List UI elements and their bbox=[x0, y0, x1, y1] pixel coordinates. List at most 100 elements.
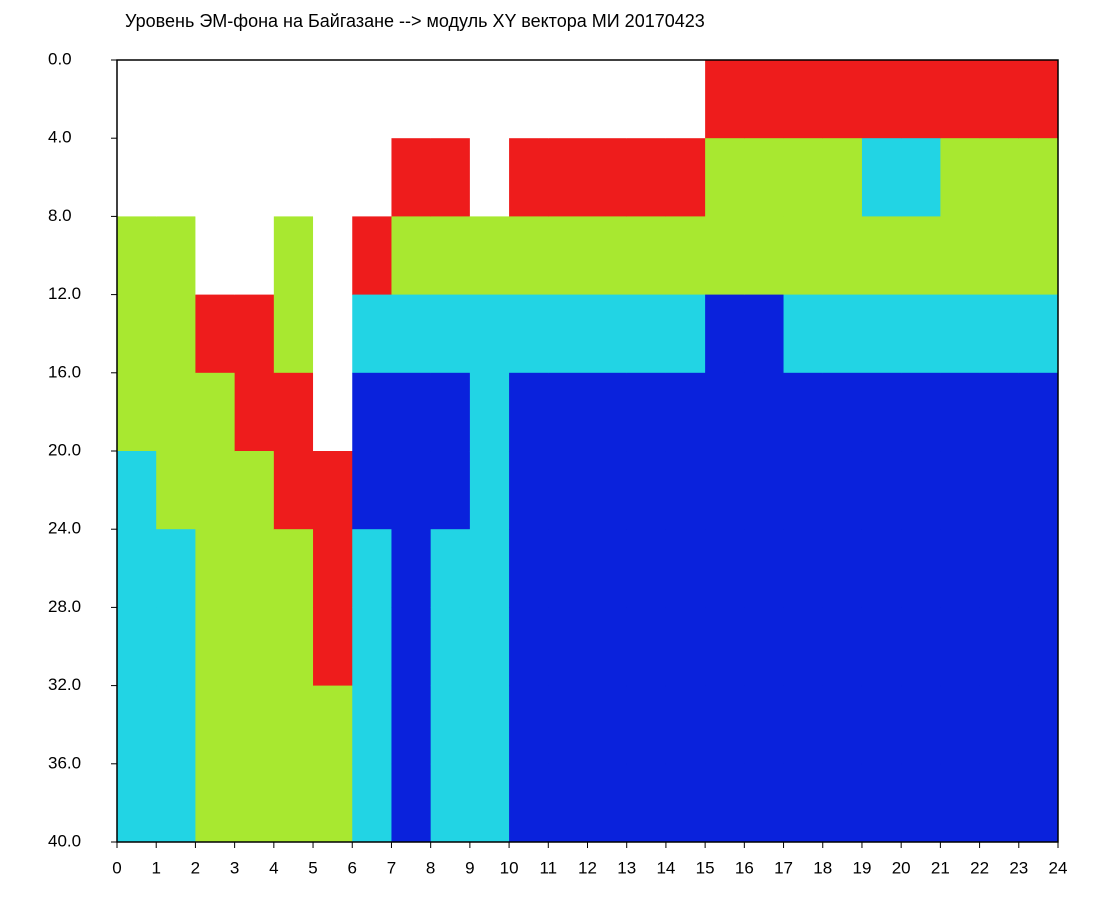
heat-cell bbox=[861, 763, 902, 843]
heat-cell bbox=[313, 685, 353, 765]
heat-cell bbox=[783, 763, 824, 843]
heat-cell bbox=[587, 451, 628, 530]
heat-cell bbox=[391, 607, 432, 687]
heat-cell bbox=[665, 138, 706, 217]
heat-cell bbox=[273, 685, 314, 765]
x-tick-label: 7 bbox=[387, 858, 396, 877]
heat-cell bbox=[313, 294, 353, 374]
heat-cell bbox=[705, 529, 745, 608]
heat-cell bbox=[940, 451, 981, 530]
heat-cell bbox=[901, 138, 941, 217]
heat-cell bbox=[391, 138, 432, 217]
heat-cell bbox=[979, 294, 1020, 374]
heat-cell bbox=[979, 529, 1020, 608]
heat-cell bbox=[234, 372, 275, 452]
heat-cell bbox=[352, 294, 392, 374]
heat-cell bbox=[744, 138, 785, 217]
heat-cell bbox=[117, 216, 157, 296]
x-tick-label: 12 bbox=[578, 858, 597, 877]
heat-cell bbox=[744, 216, 785, 296]
heat-cell bbox=[665, 685, 706, 765]
heat-cell bbox=[469, 529, 510, 608]
heat-cell bbox=[940, 763, 981, 843]
heat-cell bbox=[509, 763, 549, 843]
chart-title: Уровень ЭМ-фона на Байгазане --> модуль … bbox=[125, 11, 705, 31]
y-tick-label: 8.0 bbox=[48, 206, 72, 225]
y-tick-label: 20.0 bbox=[48, 440, 81, 459]
heat-cell bbox=[509, 60, 549, 139]
heat-cell bbox=[352, 372, 392, 452]
heat-cell bbox=[901, 763, 941, 843]
heat-cell bbox=[117, 60, 157, 139]
heat-cell bbox=[705, 451, 745, 530]
heat-cell bbox=[391, 685, 432, 765]
heat-cell bbox=[509, 607, 549, 687]
heat-cell bbox=[313, 763, 353, 843]
heat-cell bbox=[901, 294, 941, 374]
heat-cell bbox=[861, 216, 902, 296]
heat-cell bbox=[940, 685, 981, 765]
heat-cell bbox=[234, 60, 275, 139]
x-tick-label: 24 bbox=[1049, 858, 1068, 877]
heat-cell bbox=[1018, 60, 1059, 139]
heat-cell bbox=[548, 529, 588, 608]
heat-cell bbox=[469, 451, 510, 530]
x-tick-label: 8 bbox=[426, 858, 435, 877]
heat-cell bbox=[940, 138, 981, 217]
heat-cell bbox=[430, 451, 471, 530]
heat-cell bbox=[665, 294, 706, 374]
heat-cell bbox=[469, 763, 510, 843]
heat-cell bbox=[234, 607, 275, 687]
heat-cell bbox=[430, 294, 471, 374]
heat-cell bbox=[940, 607, 981, 687]
x-tick-label: 21 bbox=[931, 858, 950, 877]
heat-cell bbox=[117, 529, 157, 608]
heat-cell bbox=[665, 763, 706, 843]
heat-cell bbox=[665, 372, 706, 452]
heat-cell bbox=[313, 60, 353, 139]
heat-cell bbox=[861, 294, 902, 374]
heat-cell bbox=[234, 529, 275, 608]
x-tick-label: 18 bbox=[813, 858, 832, 877]
x-tick-label: 20 bbox=[892, 858, 911, 877]
x-tick-label: 16 bbox=[735, 858, 754, 877]
heat-cell bbox=[352, 216, 392, 296]
heat-cell bbox=[822, 138, 863, 217]
x-tick-label: 9 bbox=[465, 858, 474, 877]
heat-cell bbox=[705, 294, 745, 374]
heat-cell bbox=[313, 372, 353, 452]
heat-cell bbox=[195, 529, 236, 608]
heat-cell bbox=[587, 763, 628, 843]
heat-cell bbox=[313, 607, 353, 687]
heat-cell bbox=[273, 372, 314, 452]
heat-cell bbox=[705, 216, 745, 296]
heat-cell bbox=[705, 763, 745, 843]
heat-cell bbox=[1018, 529, 1059, 608]
heat-cell bbox=[1018, 138, 1059, 217]
heat-cell bbox=[469, 372, 510, 452]
x-tick-label: 5 bbox=[308, 858, 317, 877]
heat-cell bbox=[626, 451, 667, 530]
heat-cell bbox=[156, 685, 196, 765]
heat-cell bbox=[940, 529, 981, 608]
y-tick-label: 36.0 bbox=[48, 753, 81, 772]
heat-cell bbox=[783, 372, 824, 452]
heat-cell bbox=[509, 294, 549, 374]
heat-cell bbox=[352, 451, 392, 530]
heat-cell bbox=[195, 763, 236, 843]
x-tick-label: 6 bbox=[348, 858, 357, 877]
heat-cell bbox=[273, 763, 314, 843]
heat-cell bbox=[234, 216, 275, 296]
heat-cell bbox=[1018, 685, 1059, 765]
heat-cell bbox=[822, 529, 863, 608]
heat-cell bbox=[901, 607, 941, 687]
heat-cell bbox=[234, 294, 275, 374]
heat-cell bbox=[626, 138, 667, 217]
heat-cell bbox=[822, 607, 863, 687]
heat-cell bbox=[587, 685, 628, 765]
heat-cell bbox=[665, 60, 706, 139]
heat-cell bbox=[391, 372, 432, 452]
heat-cell bbox=[548, 60, 588, 139]
heat-cell bbox=[822, 763, 863, 843]
heat-cell bbox=[901, 372, 941, 452]
